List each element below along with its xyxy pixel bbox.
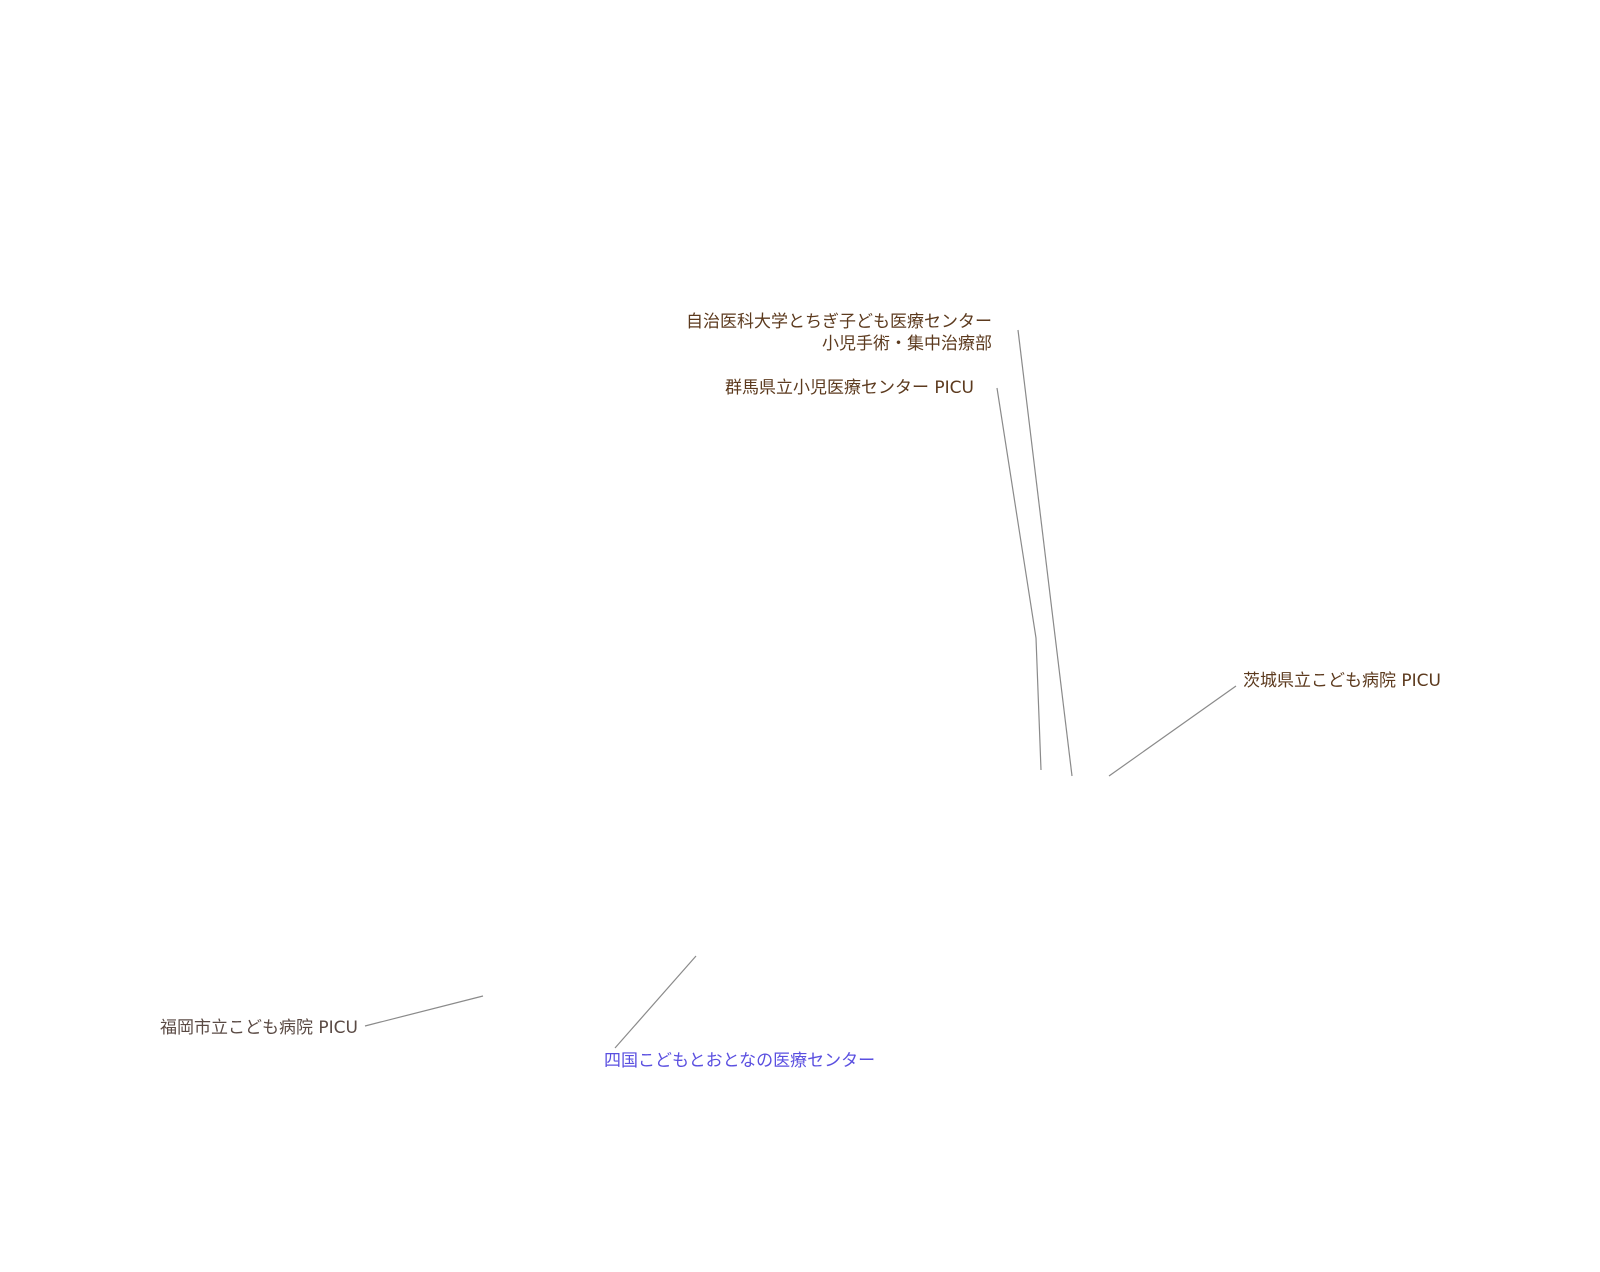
hospital-label-jichi-line2: 小児手術・集中治療部 bbox=[822, 334, 992, 354]
hospital-label-jichi[interactable]: 自治医科大学とちぎ子ども医療センター 小児手術・集中治療部 bbox=[686, 311, 992, 355]
hospital-label-gunma[interactable]: 群馬県立小児医療センター PICU bbox=[725, 378, 974, 398]
hospital-label-ibaraki[interactable]: 茨城県立こども病院 PICU bbox=[1243, 671, 1441, 691]
hospital-label-jichi-line1: 自治医科大学とちぎ子ども医療センター bbox=[686, 312, 992, 332]
leader-line-fukuoka bbox=[364, 995, 484, 1027]
leader-line-gunma bbox=[996, 387, 1042, 771]
leader-line-shikoku bbox=[614, 955, 697, 1049]
hospital-label-fukuoka[interactable]: 福岡市立こども病院 PICU bbox=[160, 1018, 358, 1038]
leader-line-ibaraki bbox=[1108, 685, 1237, 777]
leader-line-jichi bbox=[1017, 329, 1073, 777]
hospital-label-shikoku[interactable]: 四国こどもとおとなの医療センター bbox=[604, 1051, 876, 1071]
